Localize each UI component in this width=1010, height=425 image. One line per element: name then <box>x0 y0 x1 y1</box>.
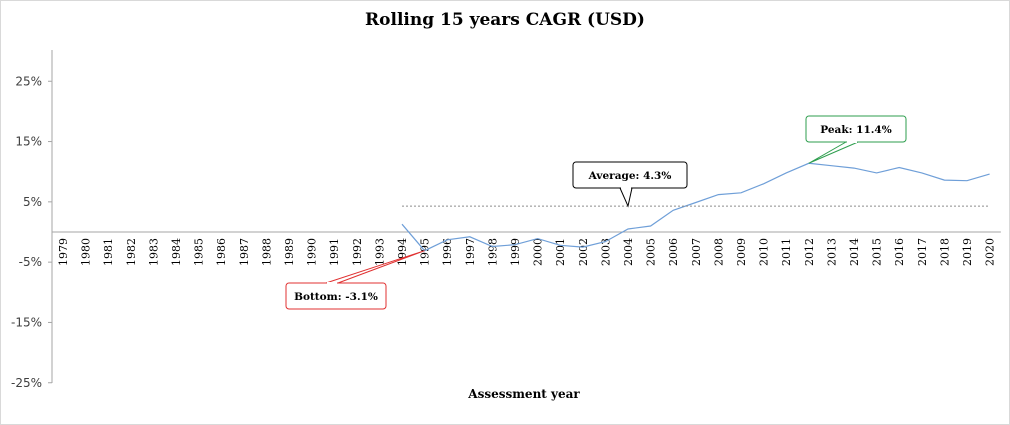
x-tick-label: 1984 <box>170 238 183 266</box>
chart-title: Rolling 15 years CAGR (USD) <box>365 10 645 30</box>
x-tick-label: 2014 <box>848 238 861 266</box>
annotations: Peak: 11.4% Average: 4.3% Bottom: -3.1% <box>285 115 907 310</box>
annotation-callout: Bottom: -3.1% <box>285 250 425 310</box>
x-tick-label: 1992 <box>351 238 364 266</box>
x-tick-label: 1989 <box>283 238 296 266</box>
annotation-label: Bottom: -3.1% <box>294 291 378 303</box>
x-tick-label: 1999 <box>509 238 522 266</box>
x-tick-label: 2007 <box>690 238 703 266</box>
x-tick-label: 2015 <box>871 238 884 266</box>
x-tick-label: 1997 <box>464 238 477 266</box>
annotation-pointer <box>808 141 859 164</box>
x-tick-label: 2020 <box>984 238 997 266</box>
x-tick-label: 1985 <box>193 238 206 266</box>
x-axis: 1979 1980 1981 1982 1983 1984 1985 1986 1987 1988… <box>52 231 1001 266</box>
x-tick-label: 1980 <box>80 238 93 266</box>
x-tick-label: 1988 <box>260 238 273 266</box>
y-tick-label: -15% <box>11 315 42 329</box>
annotation-label: Peak: 11.4% <box>820 124 891 136</box>
annotation-pointer <box>325 250 425 284</box>
x-tick-label: 1987 <box>238 238 251 266</box>
cagr-series-line <box>401 162 990 252</box>
y-tick-label: -25% <box>11 376 42 390</box>
series-lines <box>401 162 990 252</box>
x-tick-label: 1991 <box>328 238 341 266</box>
x-axis-label: Assessment year <box>467 387 580 401</box>
x-tick-label: 1990 <box>306 238 319 266</box>
x-tick-label: 1979 <box>57 238 70 266</box>
x-tick-label: 2005 <box>645 238 658 266</box>
annotation-callout: Average: 4.3% <box>572 161 688 208</box>
x-tick-label: 1993 <box>373 238 386 266</box>
x-tick-label: 1981 <box>102 238 115 266</box>
x-tick-label: 2009 <box>735 238 748 266</box>
x-tick-label: 1996 <box>441 238 454 266</box>
x-tick-label: 1986 <box>215 238 228 266</box>
x-tick-label: 2000 <box>532 238 545 266</box>
x-tick-label: 2010 <box>758 238 771 266</box>
annotation-callout: Peak: 11.4% <box>805 115 907 164</box>
annotation-pointer <box>619 187 633 208</box>
y-axis: 25% 15% 5% -5% -15% -25% <box>11 50 53 390</box>
x-tick-label: 2019 <box>961 238 974 266</box>
x-tick-label: 2017 <box>916 238 929 266</box>
x-tick-label: 2006 <box>667 238 680 266</box>
x-tick-label: 1994 <box>396 238 409 266</box>
x-tick-label: 2018 <box>938 238 951 266</box>
x-tick-label: 2008 <box>712 238 725 266</box>
x-tick-label: 1983 <box>147 238 160 266</box>
x-tick-label: 2012 <box>803 238 816 266</box>
x-tick-label: 2013 <box>825 238 838 266</box>
x-tick-label: 2016 <box>893 238 906 266</box>
y-tick-label: -5% <box>19 255 42 269</box>
y-tick-label: 25% <box>15 74 42 88</box>
annotation-label: Average: 4.3% <box>588 170 672 182</box>
y-tick-label: 15% <box>15 135 42 149</box>
x-tick-label: 2001 <box>554 238 567 266</box>
x-tick-label: 1982 <box>125 238 138 266</box>
x-tick-label: 2003 <box>599 238 612 266</box>
x-tick-label: 1995 <box>419 238 432 266</box>
x-tick-label: 1998 <box>486 238 499 266</box>
y-tick-label: 5% <box>23 195 42 209</box>
x-tick-label: 2011 <box>780 238 793 266</box>
x-tick-label: 2002 <box>577 238 590 266</box>
x-tick-label: 2004 <box>622 238 635 266</box>
